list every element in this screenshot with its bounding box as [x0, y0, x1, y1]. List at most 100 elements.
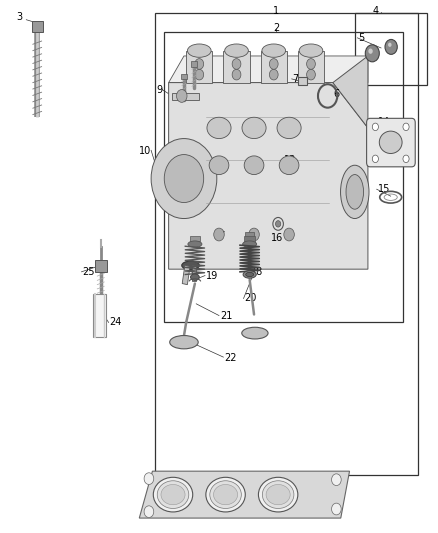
Ellipse shape	[279, 156, 299, 175]
Circle shape	[368, 49, 373, 54]
Circle shape	[403, 123, 409, 131]
Text: 23: 23	[215, 473, 227, 483]
Circle shape	[307, 69, 315, 80]
Ellipse shape	[258, 478, 298, 512]
Bar	[95, 260, 107, 272]
Circle shape	[144, 473, 154, 484]
Text: 13: 13	[284, 155, 296, 165]
Bar	[93, 294, 106, 337]
FancyBboxPatch shape	[367, 118, 415, 167]
Text: 16: 16	[271, 233, 283, 243]
Bar	[182, 265, 190, 285]
Circle shape	[332, 474, 341, 486]
Ellipse shape	[191, 274, 199, 280]
Text: 10: 10	[139, 147, 152, 156]
Polygon shape	[261, 51, 287, 83]
Text: 3: 3	[17, 12, 23, 22]
Text: 20: 20	[244, 294, 257, 303]
Polygon shape	[186, 51, 212, 83]
Circle shape	[385, 39, 397, 54]
Text: 25: 25	[82, 267, 95, 277]
Circle shape	[403, 155, 409, 163]
Text: 6: 6	[334, 89, 340, 99]
Polygon shape	[333, 56, 368, 128]
Ellipse shape	[243, 271, 256, 278]
Text: 12: 12	[181, 175, 193, 185]
Bar	[192, 265, 196, 281]
Ellipse shape	[243, 241, 257, 247]
Bar	[32, 21, 43, 32]
Ellipse shape	[188, 241, 202, 247]
Polygon shape	[298, 51, 324, 83]
Ellipse shape	[246, 272, 254, 277]
Ellipse shape	[182, 261, 199, 270]
Bar	[164, 32, 403, 322]
Text: 24: 24	[110, 318, 122, 327]
Ellipse shape	[209, 156, 229, 175]
Polygon shape	[169, 83, 368, 269]
Polygon shape	[223, 51, 250, 83]
Circle shape	[269, 69, 278, 80]
Bar	[355, 13, 427, 85]
Circle shape	[269, 59, 278, 69]
Circle shape	[164, 155, 204, 203]
Text: 21: 21	[220, 311, 232, 320]
Ellipse shape	[213, 484, 237, 505]
Ellipse shape	[379, 131, 402, 154]
Text: 14: 14	[378, 117, 390, 126]
Ellipse shape	[157, 481, 189, 508]
Ellipse shape	[277, 117, 301, 139]
Polygon shape	[139, 471, 350, 518]
Bar	[244, 236, 255, 243]
Circle shape	[388, 43, 392, 47]
Circle shape	[249, 228, 259, 241]
Text: 5: 5	[358, 33, 364, 43]
Ellipse shape	[225, 44, 248, 58]
Polygon shape	[169, 56, 368, 83]
Ellipse shape	[266, 484, 290, 505]
Circle shape	[307, 59, 315, 69]
Circle shape	[276, 221, 281, 227]
Circle shape	[372, 123, 378, 131]
Circle shape	[195, 69, 204, 80]
Text: 19: 19	[206, 271, 218, 280]
Ellipse shape	[210, 481, 241, 508]
Ellipse shape	[242, 117, 266, 139]
Ellipse shape	[153, 478, 193, 512]
Text: 2: 2	[273, 23, 279, 33]
Ellipse shape	[206, 478, 245, 512]
Circle shape	[365, 45, 379, 62]
Ellipse shape	[170, 336, 198, 349]
Polygon shape	[172, 93, 199, 100]
Text: 22: 22	[224, 353, 237, 363]
Ellipse shape	[161, 484, 185, 505]
Circle shape	[232, 69, 241, 80]
Circle shape	[144, 506, 154, 518]
Circle shape	[214, 228, 224, 241]
Circle shape	[177, 90, 187, 102]
Bar	[191, 61, 197, 67]
Circle shape	[284, 228, 294, 241]
Text: 11: 11	[154, 170, 166, 180]
Text: 7: 7	[293, 74, 299, 84]
Text: 18: 18	[251, 267, 263, 277]
Text: 17: 17	[214, 231, 226, 240]
Circle shape	[332, 503, 341, 515]
Text: 15: 15	[378, 184, 390, 194]
Bar	[190, 236, 200, 241]
Ellipse shape	[187, 44, 211, 58]
Ellipse shape	[341, 165, 369, 219]
Text: 1: 1	[273, 6, 279, 15]
Text: 8: 8	[188, 58, 194, 68]
Bar	[181, 74, 187, 79]
Bar	[298, 77, 307, 85]
Ellipse shape	[262, 44, 286, 58]
Ellipse shape	[299, 44, 323, 58]
Ellipse shape	[242, 327, 268, 339]
Ellipse shape	[244, 156, 264, 175]
Text: 9: 9	[157, 85, 163, 94]
Bar	[245, 232, 254, 237]
Ellipse shape	[207, 117, 231, 139]
Circle shape	[372, 155, 378, 163]
Text: 4: 4	[372, 6, 378, 15]
